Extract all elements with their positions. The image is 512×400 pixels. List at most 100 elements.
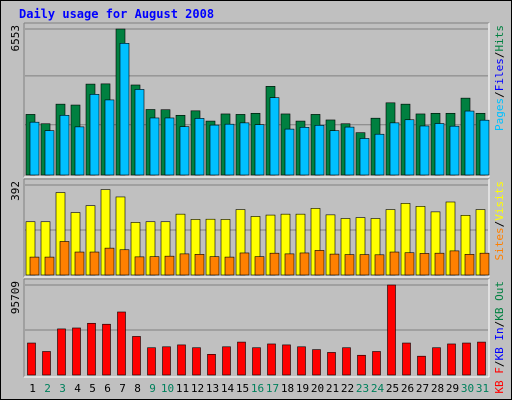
legend-label: Visits: [493, 181, 506, 221]
x-tick-label-day-29: 29: [446, 382, 459, 395]
bar-files-day-23: [359, 138, 370, 176]
bar-files-day-11: [179, 126, 190, 176]
x-tick-label-day-9: 9: [149, 382, 156, 395]
bar-files-day-17: [269, 97, 280, 176]
bar-sites-day-29: [449, 250, 460, 276]
x-tick-label-day-24: 24: [371, 382, 385, 395]
bar-kb-f-day-7: [117, 311, 126, 376]
bar-kb-f-day-28: [432, 347, 441, 376]
bar-kb-f-day-14: [222, 346, 231, 376]
bar-files-day-29: [449, 125, 460, 176]
bar-files-day-1: [29, 121, 40, 176]
x-tick-label-day-26: 26: [401, 382, 414, 395]
bar-files-day-5: [89, 94, 100, 176]
bar-kb-f-day-10: [162, 346, 171, 376]
bar-files-day-26: [404, 119, 415, 176]
legend-label: Files: [493, 58, 506, 91]
bar-files-day-10: [164, 117, 175, 176]
chart-title: Daily usage for August 2008: [19, 7, 214, 21]
x-tick-label-day-12: 12: [191, 382, 204, 395]
bar-kb-f-day-19: [297, 346, 306, 376]
legend-label: KB Out: [493, 281, 506, 321]
bar-sites-day-22: [344, 254, 355, 276]
panel-series-legend: Sites/Visits: [493, 181, 506, 261]
bar-kb-f-day-29: [447, 343, 456, 376]
bar-sites-day-6: [104, 247, 115, 276]
x-tick-label-day-13: 13: [206, 382, 219, 395]
bar-files-day-30: [464, 110, 475, 176]
legend-label: Sites: [493, 227, 506, 260]
bar-kb-f-day-24: [372, 351, 381, 376]
bar-sites-day-13: [209, 256, 220, 276]
panel-max-label: 6553: [9, 25, 22, 52]
x-tick-label-day-11: 11: [176, 382, 189, 395]
legend-label: /: [493, 321, 506, 328]
bar-sites-day-18: [284, 253, 295, 276]
x-tick-label-day-23: 23: [356, 382, 369, 395]
bar-sites-day-16: [254, 256, 265, 276]
x-tick-label-day-31: 31: [476, 382, 489, 395]
bar-kb-f-day-31: [477, 341, 486, 376]
bar-sites-day-28: [434, 252, 445, 276]
legend-label: KB F: [493, 367, 506, 394]
bar-files-day-19: [299, 127, 310, 176]
bar-kb-f-day-25: [387, 284, 396, 376]
legend-label: /: [493, 91, 506, 98]
bar-sites-day-19: [299, 252, 310, 276]
panel-max-label: 392: [9, 181, 22, 201]
bar-files-day-12: [194, 118, 205, 176]
bar-sites-day-9: [149, 256, 160, 276]
bar-sites-day-7: [119, 249, 130, 276]
bar-files-day-14: [224, 123, 235, 176]
bar-kb-f-day-9: [147, 347, 156, 376]
bar-sites-day-27: [419, 253, 430, 276]
chart-panels: 6553Pages/Files/Hits392Sites/Visits95709…: [9, 22, 506, 394]
bar-sites-day-20: [314, 250, 325, 276]
bar-files-day-3: [59, 114, 70, 176]
legend-label: /: [493, 52, 506, 59]
bar-files-day-25: [389, 122, 400, 176]
x-tick-label-day-18: 18: [281, 382, 294, 395]
bar-files-day-31: [479, 119, 490, 176]
bar-kb-f-day-20: [312, 349, 321, 376]
bar-kb-f-day-30: [462, 342, 471, 376]
x-tick-label-day-6: 6: [104, 382, 111, 395]
bar-sites-day-14: [224, 256, 235, 276]
bar-sites-day-31: [479, 252, 490, 276]
bar-kb-f-day-15: [237, 341, 246, 376]
x-tick-label-day-20: 20: [311, 382, 324, 395]
bar-kb-f-day-16: [252, 347, 261, 376]
legend-label: KB In: [493, 327, 506, 360]
bar-files-day-6: [104, 99, 115, 176]
bar-files-day-21: [329, 130, 340, 176]
bar-files-day-4: [74, 126, 85, 176]
bar-kb-f-day-18: [282, 344, 291, 376]
bar-files-day-24: [374, 133, 385, 176]
bar-files-day-20: [314, 125, 325, 176]
bar-kb-f-day-22: [342, 347, 351, 376]
bar-sites-day-12: [194, 254, 205, 276]
bar-kb-f-day-12: [192, 347, 201, 376]
x-axis-day-labels: 1 2 3 4 5 6 7 8 9 10 11 12 13 14 15 16 17 18 19 20 21 22 23 24 2…: [29, 382, 489, 395]
bar-files-day-27: [419, 125, 430, 176]
bar-sites-day-15: [239, 252, 250, 276]
x-tick-label-day-30: 30: [461, 382, 474, 395]
bar-files-day-8: [134, 89, 145, 176]
legend-label: Pages: [493, 98, 506, 131]
x-tick-label-day-4: 4: [74, 382, 81, 395]
bar-kb-f-day-1: [27, 342, 36, 376]
legend-label: Hits: [493, 25, 506, 52]
panel-series-legend: KB F/KB In/KB Out: [493, 281, 506, 394]
bar-kb-f-day-8: [132, 336, 141, 376]
bar-kb-f-day-5: [87, 322, 96, 376]
x-tick-label-day-2: 2: [44, 382, 51, 395]
bar-sites-day-5: [89, 251, 100, 276]
bar-files-day-18: [284, 128, 295, 176]
bar-kb-f-day-23: [357, 354, 366, 376]
bar-kb-f-day-2: [42, 351, 51, 376]
bar-kb-f-day-6: [102, 323, 111, 376]
bar-files-day-2: [44, 130, 55, 176]
bar-sites-day-21: [329, 253, 340, 276]
